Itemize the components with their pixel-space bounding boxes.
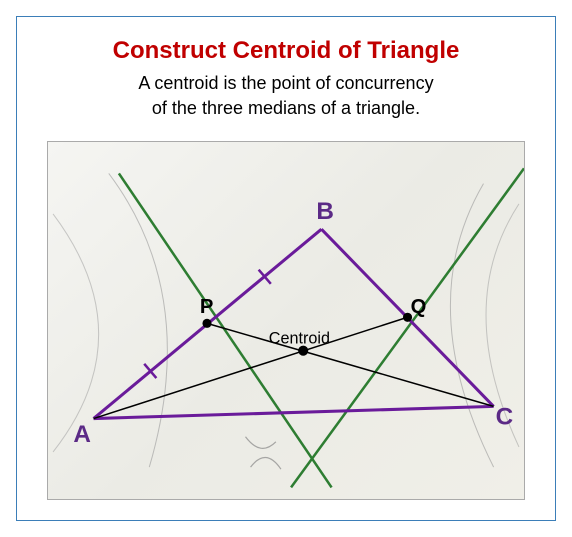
vertex-label-a: A [73,421,91,448]
card-subtitle: A centroid is the point of concurrency o… [138,71,433,121]
vertex-label-b: B [316,198,334,225]
midpoint-label-p: P [200,297,214,319]
diagram-container: A B C P Q Centroid [47,141,525,500]
subtitle-line1: A centroid is the point of concurrency [138,73,433,93]
triangle-sides [94,230,494,419]
diagram-card: Construct Centroid of Triangle A centroi… [16,16,556,521]
construction-arcs [53,174,519,470]
subtitle-line2: of the three medians of a triangle. [152,98,420,118]
centroid-diagram: A B C P Q Centroid [48,142,524,499]
midpoint-label-q: Q [411,297,427,319]
vertex-label-c: C [496,404,514,431]
centroid-label: Centroid [269,330,330,348]
card-title: Construct Centroid of Triangle [113,37,460,65]
